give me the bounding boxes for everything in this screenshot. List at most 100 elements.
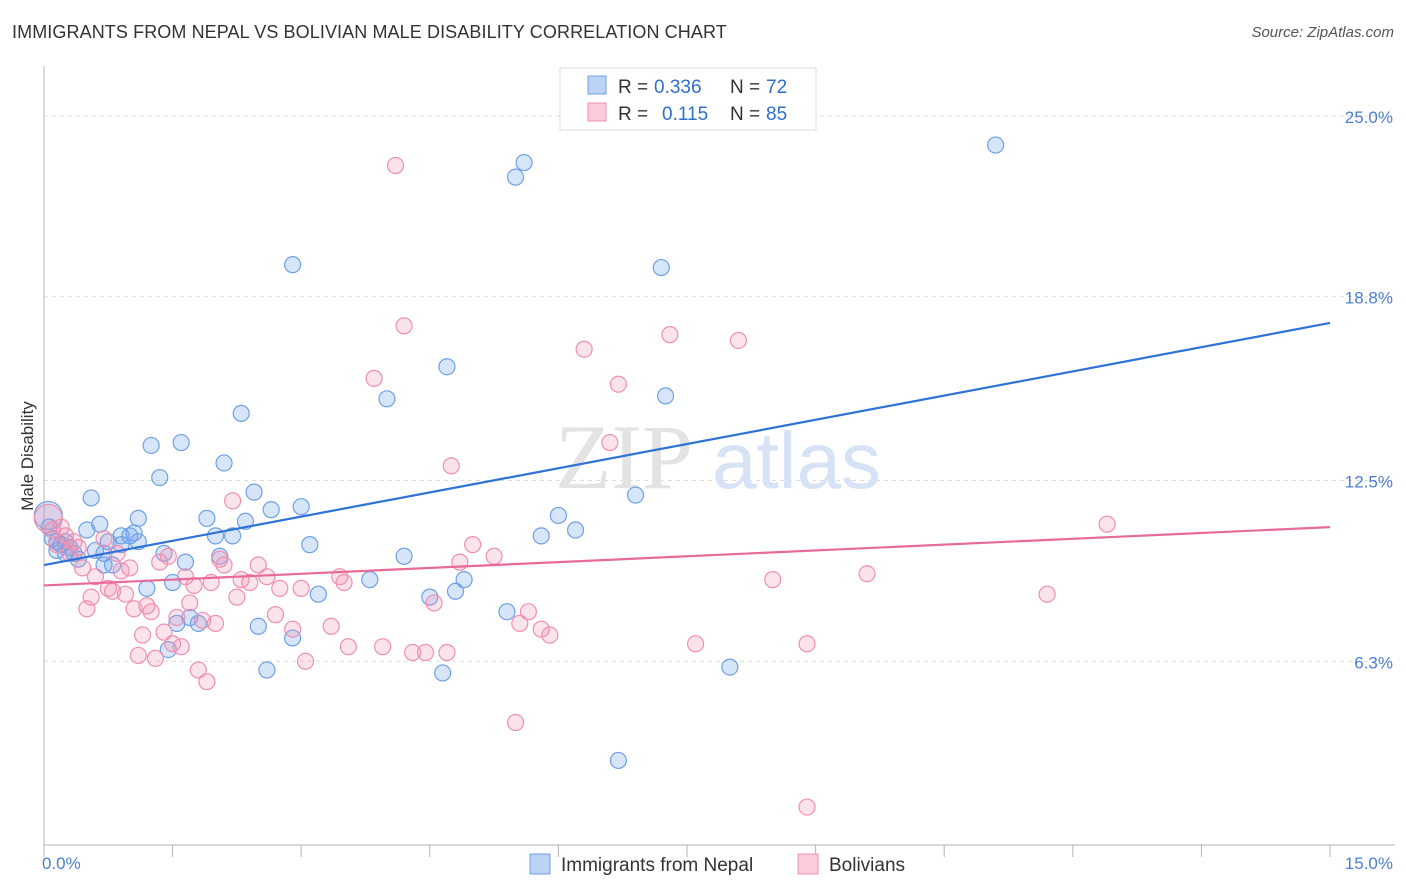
nepal-point — [232, 404, 250, 422]
bolivians-point — [168, 608, 186, 627]
nepal-point — [284, 629, 302, 647]
nepal-point — [498, 603, 516, 621]
bolivians-point — [172, 638, 190, 656]
nepal-point — [549, 506, 568, 525]
bolivians-point — [661, 326, 679, 344]
nepal-point — [249, 617, 267, 635]
bottom-legend-label-nepal: Immigrants from Nepal — [561, 855, 753, 876]
nepal-point — [258, 661, 276, 679]
bolivians-point — [266, 606, 285, 624]
bolivians-point — [284, 620, 302, 638]
bolivians-point — [541, 626, 559, 644]
bolivians-point — [438, 643, 456, 662]
legend-r-label-nepal: R = — [618, 77, 648, 98]
y-tick-label: 18.8% — [1345, 289, 1393, 308]
bolivians-point — [194, 611, 212, 630]
nepal-point — [446, 582, 465, 600]
bolivians-point — [271, 579, 289, 597]
y-tick-label: 12.5% — [1345, 472, 1393, 491]
bolivians-point — [116, 585, 135, 603]
bolivians-point — [798, 635, 816, 653]
bolivians-point — [224, 492, 242, 510]
bolivians-point — [189, 661, 207, 679]
bolivians-point — [159, 547, 177, 565]
bolivians-point — [133, 626, 152, 644]
nepal-point — [378, 390, 396, 408]
y-tick-label: 25.0% — [1345, 108, 1393, 127]
bolivians-point — [365, 369, 383, 387]
legend-r-label-bolivians: R = — [618, 104, 648, 125]
nepal-trend-line — [43, 321, 1331, 567]
nepal-point — [198, 509, 216, 527]
bolivians-point — [146, 649, 165, 667]
bolivians-point — [1098, 515, 1116, 533]
nepal-point — [652, 258, 670, 277]
bolivians-point — [155, 623, 173, 641]
nepal-point — [609, 751, 628, 770]
nepal-point — [361, 571, 379, 589]
bolivians-point — [374, 638, 392, 656]
bolivians-point — [292, 579, 310, 597]
bolivians-trend-line — [43, 526, 1331, 587]
bottom-legend-swatch-nepal — [529, 853, 551, 875]
bottom-legend-swatch-bolivians — [797, 853, 819, 875]
bolivians-point — [601, 433, 619, 452]
legend-r-value-nepal: 0.336 — [654, 77, 702, 98]
nepal-point — [206, 527, 225, 545]
nepal-point — [138, 579, 156, 597]
bolivians-point — [858, 565, 876, 583]
watermark-zip: ZIP — [555, 406, 693, 508]
nepal-point — [515, 153, 533, 172]
bolivians-point — [86, 568, 105, 586]
chart-title: IMMIGRANTS FROM NEPAL VS BOLIVIAN MALE D… — [12, 22, 727, 42]
legend-n-value-nepal: 72 — [766, 77, 787, 98]
nepal-point — [506, 168, 525, 186]
x-tick-label-max: 15.0% — [1345, 854, 1393, 873]
bolivians-point — [48, 536, 66, 554]
bolivians-point — [258, 568, 276, 586]
watermark-atlas: atlas — [712, 416, 881, 505]
bolivians-point — [95, 530, 113, 548]
nepal-point — [309, 585, 327, 603]
bottom-legend: Immigrants from Nepal Bolivians — [529, 853, 905, 876]
bolivians-point — [764, 571, 782, 589]
nepal-point — [455, 571, 473, 589]
nepal-point — [566, 521, 585, 539]
x-tick-label-min: 0.0% — [42, 854, 81, 873]
nepal-point — [91, 515, 109, 533]
series-bolivians-points — [33, 156, 1116, 816]
bolivians-point — [52, 518, 70, 536]
bolivians-point — [129, 646, 147, 665]
trend-lines — [43, 321, 1331, 587]
nepal-point — [172, 433, 190, 452]
bolivians-point — [56, 527, 75, 545]
nepal-point — [224, 527, 242, 545]
bolivians-point — [176, 568, 195, 586]
bolivians-point — [241, 573, 259, 592]
bolivians-point — [198, 673, 216, 691]
bolivians-point — [296, 652, 315, 670]
nepal-point — [142, 436, 160, 455]
legend-n-label-nepal: N = — [730, 77, 760, 98]
bolivians-point — [416, 643, 435, 662]
bolivians-point — [686, 635, 705, 653]
bolivians-point — [73, 559, 92, 577]
nepal-point — [215, 454, 233, 472]
top-legend: R = 0.336 N = 72 R = 0.115 N = 85 — [559, 67, 817, 131]
bolivians-point — [511, 614, 529, 632]
legend-n-value-bolivians: 85 — [766, 104, 787, 125]
nepal-point — [626, 486, 645, 504]
nepal-point — [262, 501, 280, 519]
bolivians-point — [532, 620, 550, 638]
bolivians-point — [335, 573, 353, 592]
axes — [43, 66, 1395, 857]
nepal-point — [301, 536, 319, 554]
nepal-point — [284, 256, 302, 274]
y-tick-label: 6.3% — [1354, 653, 1393, 672]
bolivians-point — [506, 713, 525, 732]
bolivians-point — [151, 553, 169, 571]
bolivians-point — [33, 503, 63, 533]
bolivians-point — [185, 576, 203, 595]
bolivians-point — [142, 603, 160, 621]
